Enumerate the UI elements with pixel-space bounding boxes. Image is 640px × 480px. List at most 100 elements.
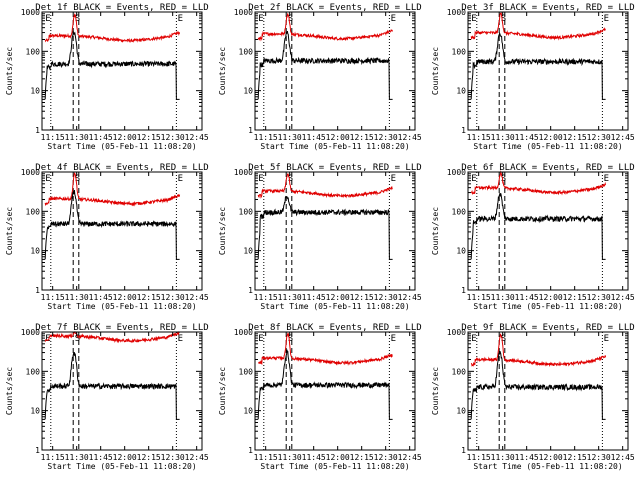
x-tick-label: 11:45 xyxy=(89,293,113,302)
events-series-line xyxy=(257,195,393,260)
marker-label: E xyxy=(471,334,476,344)
y-tick-label: 100 xyxy=(26,207,41,216)
x-tick-label: 11:15 xyxy=(467,293,491,302)
x-tick-label: 11:15 xyxy=(41,133,65,142)
x-tick-label: 12:30 xyxy=(587,453,611,462)
marker-label: E xyxy=(258,174,263,184)
y-tick-label: 10 xyxy=(243,247,253,256)
plot-frame xyxy=(467,331,629,451)
y-tick-label: 10 xyxy=(30,407,40,416)
llds-series-line xyxy=(44,172,181,207)
events-series-line xyxy=(257,30,393,100)
x-tick-label: 11:15 xyxy=(254,293,278,302)
y-tick-label: 1 xyxy=(248,446,253,455)
x-tick-label: 11:45 xyxy=(89,453,113,462)
x-axis-label: Start Time (05-Feb-11 11:08:20) xyxy=(260,302,409,311)
events-series-line xyxy=(44,31,180,100)
marker-label: E xyxy=(471,14,476,24)
marker-label: S xyxy=(75,14,80,24)
marker-label: E xyxy=(258,334,263,344)
events-series-line xyxy=(470,192,606,260)
x-tick-label: 12:30 xyxy=(587,133,611,142)
x-tick-label: 12:30 xyxy=(374,293,398,302)
y-tick-label: 10 xyxy=(456,87,466,96)
x-tick-label: 12:00 xyxy=(539,133,563,142)
y-tick-label: 1000 xyxy=(21,328,40,337)
x-tick-label: 11:30 xyxy=(65,293,89,302)
y-axis-label: Counts/sec xyxy=(218,367,227,415)
marker-label: E xyxy=(604,174,609,184)
y-axis-label: Counts/sec xyxy=(5,207,14,255)
marker-label: S xyxy=(288,174,293,184)
y-axis-label: Counts/sec xyxy=(5,47,14,95)
y-tick-label: 100 xyxy=(452,207,467,216)
x-tick-label: 12:45 xyxy=(398,133,422,142)
y-tick-label: 1000 xyxy=(447,168,466,177)
x-tick-label: 11:30 xyxy=(65,133,89,142)
y-axis-label: Counts/sec xyxy=(431,47,440,95)
x-tick-label: 11:30 xyxy=(278,133,302,142)
x-tick-label: 11:45 xyxy=(515,293,539,302)
x-tick-label: 12:45 xyxy=(611,293,635,302)
y-tick-label: 10 xyxy=(456,407,466,416)
marker-label: S xyxy=(288,14,293,24)
y-tick-label: 100 xyxy=(26,367,41,376)
plot-frame xyxy=(41,331,203,451)
y-tick-label: 1000 xyxy=(234,328,253,337)
y-axis-label: Counts/sec xyxy=(218,47,227,95)
y-tick-label: 100 xyxy=(239,207,254,216)
plot-frame xyxy=(467,171,629,291)
marker-label: S xyxy=(75,174,80,184)
x-tick-label: 11:30 xyxy=(278,453,302,462)
x-tick-label: 11:15 xyxy=(467,133,491,142)
x-tick-label: 11:30 xyxy=(491,293,515,302)
x-axis-label: Start Time (05-Feb-11 11:08:20) xyxy=(47,142,196,151)
x-tick-label: 11:45 xyxy=(515,133,539,142)
y-tick-label: 100 xyxy=(239,47,254,56)
panel-title: Det 4f BLACK = Events, RED = LLD xyxy=(35,163,208,173)
plot-frame xyxy=(467,11,629,131)
llds-series-line xyxy=(44,12,181,44)
marker-label: S xyxy=(288,334,293,344)
x-tick-label: 11:30 xyxy=(278,293,302,302)
y-tick-label: 1000 xyxy=(21,168,40,177)
y-tick-label: 100 xyxy=(239,367,254,376)
x-axis-label: Start Time (05-Feb-11 11:08:20) xyxy=(473,462,622,471)
x-tick-label: 12:00 xyxy=(113,453,137,462)
marker-label: E xyxy=(391,14,396,24)
x-tick-label: 12:15 xyxy=(137,133,161,142)
llds-series-line xyxy=(257,173,393,199)
x-axis-label: Start Time (05-Feb-11 11:08:20) xyxy=(47,302,196,311)
marker-label: E xyxy=(391,334,396,344)
x-tick-label: 11:15 xyxy=(41,453,65,462)
marker-label: E xyxy=(178,14,183,24)
y-tick-label: 1000 xyxy=(21,8,40,17)
x-tick-label: 12:15 xyxy=(563,133,587,142)
x-tick-label: 12:00 xyxy=(539,453,563,462)
x-tick-label: 12:00 xyxy=(326,293,350,302)
y-tick-label: 1 xyxy=(461,446,466,455)
x-tick-label: 12:00 xyxy=(539,293,563,302)
x-tick-label: 12:45 xyxy=(398,293,422,302)
y-tick-label: 100 xyxy=(452,47,467,56)
x-axis-label: Start Time (05-Feb-11 11:08:20) xyxy=(473,302,622,311)
llds-series-line xyxy=(258,332,393,366)
x-tick-label: 12:15 xyxy=(137,293,161,302)
y-tick-label: 1000 xyxy=(447,328,466,337)
x-tick-label: 12:15 xyxy=(563,293,587,302)
llds-series-line xyxy=(257,13,394,42)
x-tick-label: 12:30 xyxy=(374,453,398,462)
x-tick-label: 12:00 xyxy=(113,293,137,302)
y-tick-label: 1 xyxy=(248,126,253,135)
y-tick-label: 10 xyxy=(30,87,40,96)
x-tick-label: 11:45 xyxy=(515,453,539,462)
marker-label: E xyxy=(604,334,609,344)
panel-title: Det 3f BLACK = Events, RED = LLD xyxy=(461,3,634,13)
plot-frame xyxy=(254,11,416,131)
